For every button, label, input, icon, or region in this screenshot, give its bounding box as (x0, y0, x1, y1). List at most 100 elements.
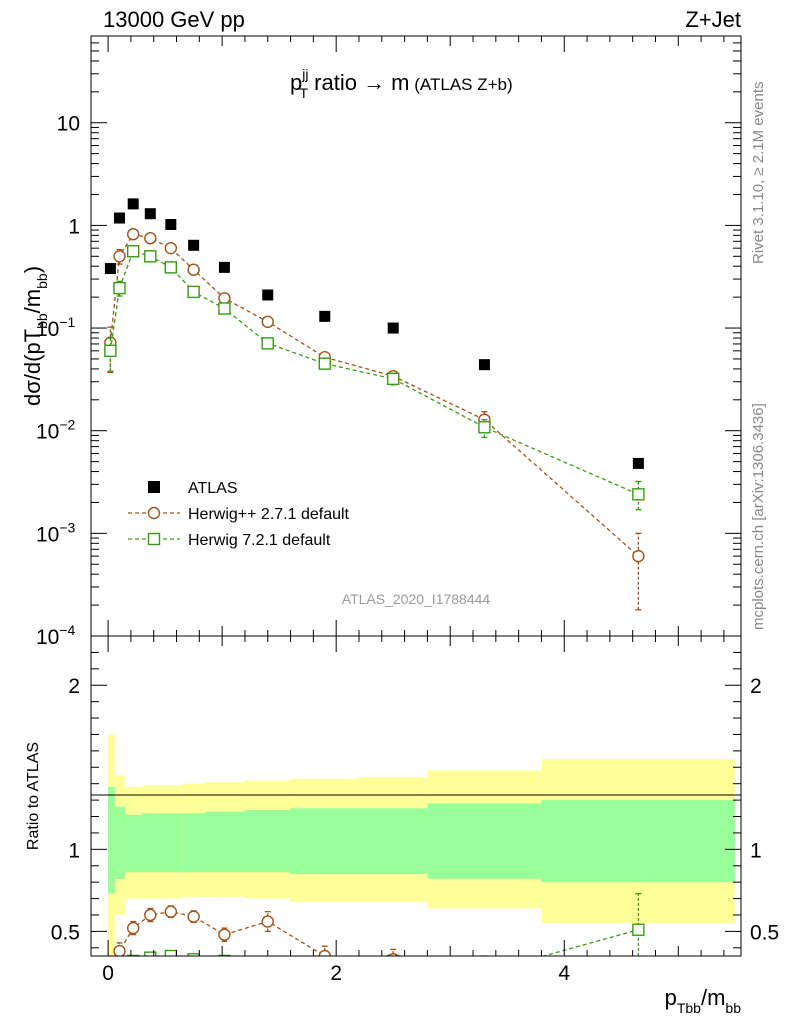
herwig7-point (632, 488, 645, 501)
ratio-band-inner (244, 809, 291, 873)
herwigpp-ratio-point (479, 960, 490, 971)
legend-label: Herwig 7.2.1 default (188, 532, 331, 549)
legend-marker-herwig7 (147, 532, 161, 546)
atlas-point (114, 212, 126, 224)
ratio-band-inner (159, 813, 183, 873)
herwig7-point (187, 285, 200, 299)
atlas-point (144, 208, 156, 220)
herwigpp-ratio-point (187, 910, 200, 923)
herwig7-ratio-point (144, 951, 157, 956)
herwig7-ratio-point (386, 954, 400, 956)
herwigpp-point (126, 228, 140, 241)
herwigpp-ratio-point (113, 944, 126, 956)
atlas-point (188, 239, 200, 251)
ratio-y-tick-label: 1 (68, 839, 80, 862)
herwig7-ratio-point (164, 949, 178, 956)
herwig7-point (318, 357, 331, 370)
herwig7-point (261, 337, 274, 350)
herwig7-point (218, 302, 231, 315)
ratio-y-tick-label: 2 (68, 675, 80, 698)
ratio-band-inner (108, 786, 115, 894)
herwigpp-ratio-point (261, 915, 274, 928)
main-panel-ticks: 10 1 10−1 10−2 10−3 10−4 (36, 35, 741, 649)
herwigpp-ratio-line (117, 911, 339, 956)
mcplots-label: mcplots.cern.ch [arXiv:1306.3436] (750, 403, 767, 630)
legend-marker-atlas (148, 481, 160, 493)
y-tick-label: 1 (68, 215, 80, 238)
herwig7-point (164, 261, 178, 274)
atlas-point (104, 263, 116, 275)
herwigpp-point (218, 292, 231, 305)
legend-label: ATLAS (188, 480, 238, 497)
herwigpp-ratio-point (218, 928, 231, 941)
atlas-point (127, 198, 139, 210)
ratio-band-inner (114, 806, 126, 879)
y-tick-label: 10−2 (36, 417, 76, 444)
herwig7-ratio-point (319, 957, 330, 968)
herwigpp-point (261, 315, 274, 329)
rivet-label: Rivet 3.1.10, ≥ 2.1M events (750, 82, 767, 265)
ratio-band-inner (541, 800, 736, 883)
y-tick-label: 10−3 (36, 519, 76, 546)
header-process: Z+Jet (685, 7, 741, 32)
ratio-band-inner (142, 813, 160, 873)
herwig7-point (104, 344, 117, 358)
herwig7-ratio-point (218, 954, 231, 956)
y-tick-label: 10−1 (36, 314, 76, 341)
atlas-point (319, 310, 331, 322)
y-tick-label: 10 (57, 113, 80, 136)
y-tick-label: 10−4 (36, 622, 76, 649)
herwig7-ratio-point (187, 953, 200, 956)
herwig7-point (113, 281, 126, 295)
x-tick-label: 4 (558, 962, 570, 985)
ratio-band-inner (427, 803, 542, 879)
herwigpp-point (144, 232, 157, 245)
legend-label: Herwig++ 2.7.1 default (188, 506, 350, 523)
herwigpp-ratio-point (387, 953, 399, 956)
ratio-band-inner (125, 814, 143, 873)
ratio-panel-frame (90, 635, 742, 957)
herwig7-ratio-point (632, 923, 645, 936)
herwig7-point (478, 421, 491, 434)
herwigpp-point (632, 549, 645, 563)
herwigpp-ratio-point (126, 921, 140, 935)
herwigpp-point (164, 241, 178, 255)
ratio-band-inner (290, 808, 359, 874)
herwigpp-point (113, 250, 126, 263)
ratio-band-inner (358, 808, 428, 874)
ratio-panel-ticks: 2 2 1 1 0.5 0.5 0 2 4 (51, 636, 779, 985)
herwig7-line (109, 250, 639, 495)
legend: ATLAS Herwig++ 2.7.1 default Herwig 7.2.1 … (128, 480, 350, 549)
panel-title: pjj T ratio → m (ATLAS Z+b) (290, 66, 513, 101)
ratio-y-tick-label-right: 2 (750, 675, 762, 698)
herwigpp-ratio-point (633, 987, 644, 998)
herwigpp-ratio-point (144, 908, 157, 922)
atlas-point (632, 457, 644, 469)
herwig7-point (126, 245, 140, 258)
ratio-ylabel: Ratio to ATLAS (25, 742, 42, 850)
main-panel-series (104, 198, 645, 611)
x-tick-label: 0 (102, 962, 114, 985)
x-tick-label: 2 (330, 962, 342, 985)
xlabel: pTbb/mbb (665, 985, 742, 1016)
herwigpp-point (187, 263, 200, 276)
herwig7-ratio-point (479, 967, 490, 978)
herwigpp-ratio-point (318, 949, 331, 956)
herwig7-ratio-point (114, 975, 125, 986)
ratio-y-tick-label: 0.5 (51, 921, 80, 944)
header-energy: 13000 GeV pp (103, 7, 245, 32)
atlas-point (165, 219, 177, 231)
herwig7-ratio-point (126, 954, 140, 956)
herwig7-point (144, 250, 157, 263)
main-ylabel: dσ/d(pTbb/mbb) (20, 266, 50, 406)
ratio-band-inner (182, 813, 206, 873)
herwig7-point (386, 372, 400, 386)
analysis-watermark: ATLAS_2020_I1788444 (342, 591, 491, 607)
legend-marker-herwigpp (147, 506, 161, 520)
ratio-band-inner (205, 811, 245, 873)
herwigpp-ratio-point (164, 905, 178, 918)
ratio-y-tick-label-right: 1 (750, 839, 762, 862)
ratio-y-tick-label-right: 0.5 (750, 921, 779, 944)
herwig7-ratio-point (262, 959, 273, 970)
